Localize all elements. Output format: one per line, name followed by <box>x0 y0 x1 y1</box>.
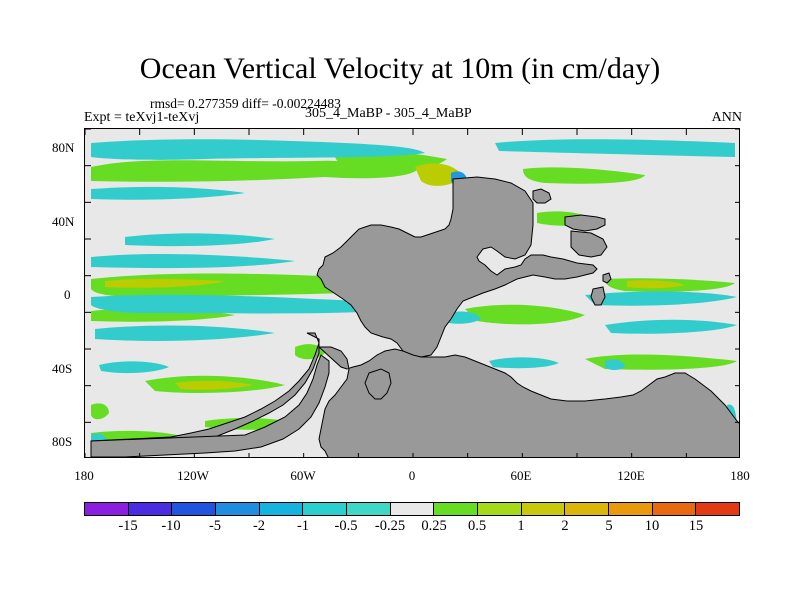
colorbar-swatch <box>303 503 348 515</box>
pos-region <box>91 160 419 182</box>
neg-region <box>125 233 275 247</box>
colorbar-swatch <box>172 503 217 515</box>
colorbar-label: -1 <box>296 518 310 534</box>
neg-region <box>605 359 625 370</box>
land-mass <box>564 214 606 232</box>
lat-tick-0: 0 <box>64 287 71 302</box>
pos-region <box>627 280 685 289</box>
colorbar-swatch <box>128 503 173 515</box>
pos-region <box>175 380 253 390</box>
neg-region <box>91 186 245 200</box>
colorbar-swatch <box>434 503 479 515</box>
colorbar-label: 0.5 <box>467 518 487 534</box>
land-mass <box>90 354 330 457</box>
colorbar-swatch <box>390 503 435 515</box>
colorbar-swatch <box>609 503 653 515</box>
land-mass <box>570 230 608 258</box>
chart-title: Ocean Vertical Velocity at 10m (in cm/da… <box>139 52 661 85</box>
land-mass <box>317 346 739 457</box>
land-mass <box>532 188 552 204</box>
lon-tick-120e: 120E <box>617 468 645 483</box>
x-axis-ticks <box>85 129 687 457</box>
lon-tick-60e: 60E <box>510 468 532 483</box>
pos-region <box>523 167 645 184</box>
neg-region <box>91 139 425 160</box>
lat-tick-80n: 80N <box>52 140 75 155</box>
colorbar-label: 2 <box>561 518 569 534</box>
lat-tick-40n: 40N <box>52 214 75 229</box>
y-axis-ticks <box>85 129 739 423</box>
positive-anomaly-layer <box>91 151 737 443</box>
colorbar-label: -0.25 <box>374 518 406 534</box>
colorbar-swatch <box>85 503 129 515</box>
colorbar-swatch <box>478 503 522 515</box>
colorbar-label: -5 <box>208 518 222 534</box>
map-panel <box>84 128 740 458</box>
colorbar <box>84 502 740 516</box>
neg-region <box>95 325 275 341</box>
lon-tick-180w: 180 <box>74 468 94 483</box>
colorbar-label: 10 <box>644 518 660 534</box>
map-plot <box>85 129 739 457</box>
neg-region <box>495 139 735 157</box>
experiment-label: Expt = teXvj1-teXvj <box>84 110 200 125</box>
lon-tick-0: 0 <box>408 468 416 483</box>
colorbar-label: -0.5 <box>334 518 358 534</box>
season-label: ANN <box>711 110 742 125</box>
land-layer <box>90 176 739 457</box>
colorbar-label: 15 <box>688 518 704 534</box>
neg-region <box>99 361 169 374</box>
lon-tick-120w: 120W <box>177 468 209 483</box>
colorbar-label: 1 <box>517 518 525 534</box>
colorbar-swatch <box>259 503 304 515</box>
pos-region <box>105 278 225 288</box>
land-mass <box>590 286 606 306</box>
colorbar-label: -2 <box>252 518 266 534</box>
case-label: 305_4_MaBP - 305_4_MaBP <box>305 106 472 121</box>
lat-tick-80s: 80S <box>52 434 73 449</box>
lat-tick-40s: 40S <box>52 361 73 376</box>
lon-tick-60w: 60W <box>290 468 316 483</box>
colorbar-swatch <box>216 503 260 515</box>
pos-region <box>91 403 109 420</box>
colorbar-swatch <box>347 503 391 515</box>
pos-region <box>465 304 585 325</box>
neg-region <box>91 294 388 314</box>
neg-region <box>91 254 295 269</box>
colorbar-label: 0.25 <box>421 518 447 534</box>
stats-text: rmsd= 0.277359 diff= -0.00224483 <box>150 96 341 111</box>
colorbar-swatch <box>565 503 610 515</box>
colorbar-swatch <box>652 503 697 515</box>
colorbar-swatch <box>696 503 740 515</box>
neg-region <box>585 291 737 306</box>
land-mass <box>316 176 598 358</box>
colorbar-label: -15 <box>118 518 138 534</box>
colorbar-swatch <box>521 503 566 515</box>
neg-region <box>489 357 559 369</box>
neg-region <box>605 319 737 334</box>
colorbar-label: 5 <box>605 518 613 534</box>
land-mass <box>364 368 392 400</box>
land-mass <box>602 272 612 284</box>
lon-tick-180e: 180 <box>730 468 750 483</box>
colorbar-label: -10 <box>161 518 181 534</box>
